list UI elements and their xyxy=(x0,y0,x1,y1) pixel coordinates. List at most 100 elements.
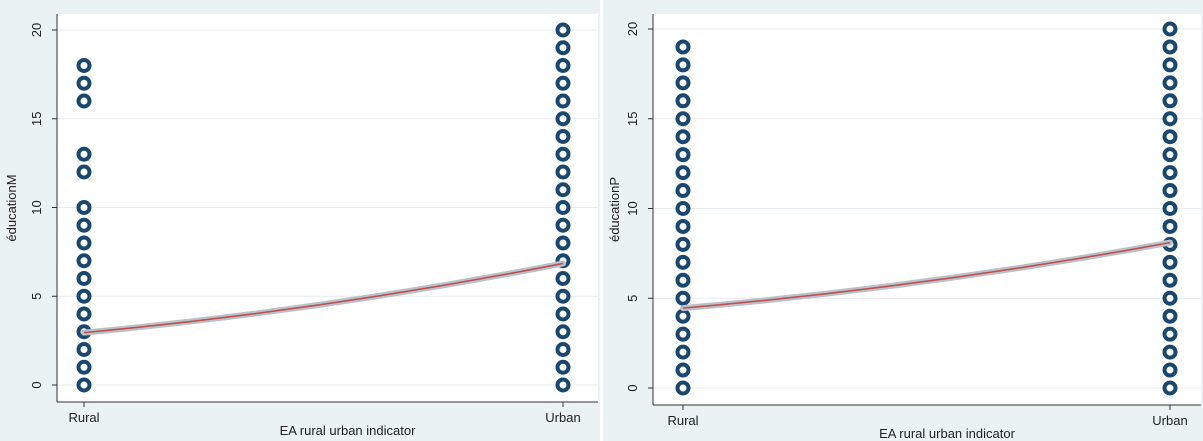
data-point xyxy=(76,146,92,162)
y-axis-title: éducationP xyxy=(607,177,622,242)
data-point xyxy=(675,147,691,163)
fit-line xyxy=(682,241,1171,309)
data-point xyxy=(1162,290,1178,306)
data-point xyxy=(675,326,691,342)
y-tick-label: 15 xyxy=(625,112,640,126)
data-point xyxy=(555,235,571,251)
data-point xyxy=(555,359,571,375)
x-axis-title: EA rural urban indicator xyxy=(280,423,417,438)
data-point xyxy=(675,380,691,396)
y-tick-label: 5 xyxy=(625,295,640,302)
data-point xyxy=(76,306,92,322)
data-point xyxy=(1162,272,1178,288)
data-point xyxy=(1162,308,1178,324)
data-point xyxy=(1162,201,1178,216)
data-point xyxy=(675,236,691,252)
data-point xyxy=(675,75,691,91)
y-tick-label: 10 xyxy=(625,201,640,215)
data-point xyxy=(76,377,92,393)
data-point xyxy=(1162,93,1178,109)
data-point xyxy=(675,272,691,288)
y-tick-label: 15 xyxy=(29,112,44,126)
data-point xyxy=(1162,75,1178,91)
data-point xyxy=(1162,218,1178,234)
data-point xyxy=(555,40,571,56)
y-tick-label: 20 xyxy=(29,23,44,37)
y-tick-label: 0 xyxy=(625,384,640,391)
data-point xyxy=(1162,129,1178,145)
data-point xyxy=(675,183,691,199)
data-point xyxy=(555,164,571,180)
data-point xyxy=(76,93,92,109)
data-point xyxy=(1162,344,1178,360)
data-point xyxy=(76,164,92,180)
data-point xyxy=(76,58,92,73)
data-point xyxy=(1162,326,1178,342)
data-point xyxy=(555,22,571,38)
data-point xyxy=(76,200,92,215)
chart-panel-left: 0 5 10 15 20 Rural Urban EA rural urban indicat… xyxy=(0,0,600,441)
data-point xyxy=(1162,147,1178,163)
data-point xyxy=(675,290,691,306)
data-point xyxy=(675,39,691,55)
x-tick-label-rural: Rural xyxy=(667,413,698,428)
data-point xyxy=(1162,57,1178,73)
data-point xyxy=(675,201,691,216)
data-point xyxy=(555,182,571,198)
data-point xyxy=(1162,183,1178,199)
data-point xyxy=(76,342,92,357)
data-point xyxy=(76,288,92,304)
data-point xyxy=(555,271,571,286)
data-point xyxy=(1162,165,1178,181)
data-point xyxy=(76,235,92,251)
data-point xyxy=(1162,111,1178,127)
data-point xyxy=(1162,21,1178,37)
data-point xyxy=(76,359,92,375)
data-point xyxy=(675,129,691,145)
data-point xyxy=(555,146,571,162)
x-tick-label-urban: Urban xyxy=(545,410,580,425)
data-point xyxy=(1162,362,1178,378)
y-tick-label: 5 xyxy=(29,293,44,300)
scatter-chart-educationM: 0 5 10 15 20 Rural Urban EA rural urban indicat… xyxy=(4,14,598,438)
data-point xyxy=(675,57,691,73)
data-point xyxy=(675,362,691,378)
data-point xyxy=(555,217,571,233)
data-point xyxy=(555,75,571,91)
y-axis-title: éducationM xyxy=(4,174,19,241)
x-axis-title: EA rural urban indicator xyxy=(879,426,1016,441)
data-point xyxy=(555,377,571,393)
data-point xyxy=(675,344,691,360)
x-tick-label-rural: Rural xyxy=(68,410,99,425)
data-point xyxy=(555,342,571,357)
y-tick-label: 20 xyxy=(625,22,640,36)
data-point xyxy=(76,217,92,233)
data-point xyxy=(1162,380,1178,396)
data-point xyxy=(675,218,691,234)
y-tick-label: 0 xyxy=(29,381,44,388)
plot-area xyxy=(653,14,1201,405)
data-point xyxy=(675,93,691,109)
data-point xyxy=(675,254,691,270)
data-point xyxy=(675,165,691,181)
y-tick-label: 10 xyxy=(29,200,44,214)
data-point xyxy=(555,111,571,127)
data-point xyxy=(76,271,92,286)
data-point xyxy=(555,306,571,322)
data-point xyxy=(1162,39,1178,55)
data-point xyxy=(555,93,571,109)
x-tick-label-urban: Urban xyxy=(1152,413,1187,428)
fit-line xyxy=(83,262,564,334)
data-point xyxy=(675,111,691,127)
scatter-chart-educationP: 0 5 10 15 20 Rural Urban EA rural urban indicat… xyxy=(607,14,1201,441)
data-point xyxy=(555,324,571,340)
data-point xyxy=(555,129,571,144)
data-point xyxy=(555,288,571,304)
data-point xyxy=(1162,254,1178,270)
data-point xyxy=(76,75,92,91)
data-point xyxy=(555,58,571,73)
data-point xyxy=(555,200,571,215)
data-point xyxy=(76,253,92,269)
chart-panel-right: 0 5 10 15 20 Rural Urban EA rural urban indicat… xyxy=(603,0,1203,441)
data-point xyxy=(675,308,691,324)
